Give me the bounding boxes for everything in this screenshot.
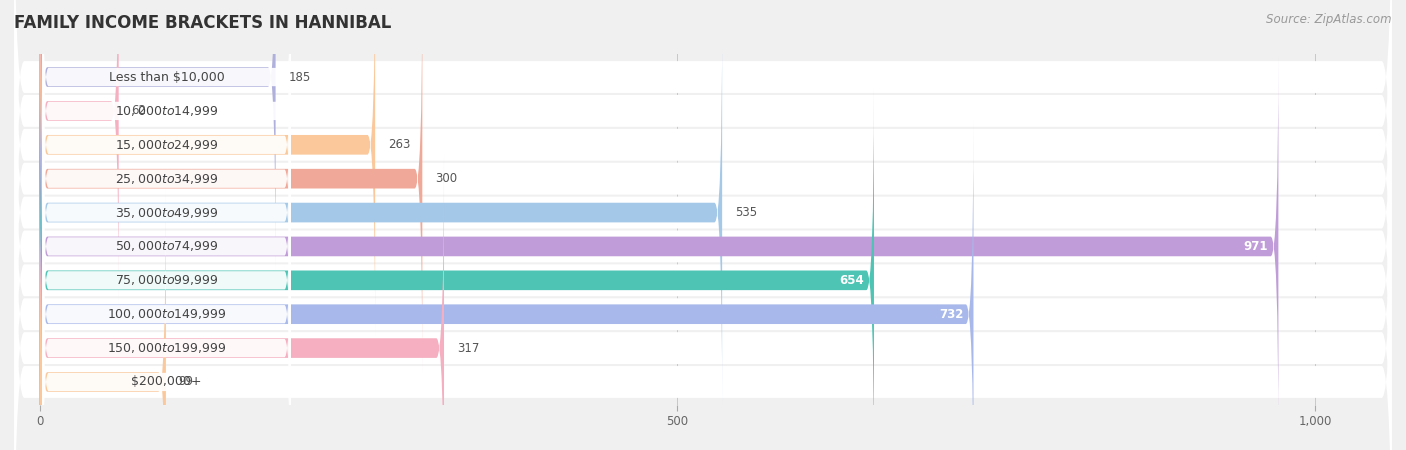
FancyBboxPatch shape xyxy=(42,154,291,450)
Text: 654: 654 xyxy=(839,274,863,287)
FancyBboxPatch shape xyxy=(39,0,422,372)
Text: $10,000 to $14,999: $10,000 to $14,999 xyxy=(115,104,218,118)
FancyBboxPatch shape xyxy=(14,0,1392,400)
Text: $50,000 to $74,999: $50,000 to $74,999 xyxy=(115,239,218,253)
Text: $25,000 to $34,999: $25,000 to $34,999 xyxy=(115,172,218,186)
FancyBboxPatch shape xyxy=(14,0,1392,434)
Text: 185: 185 xyxy=(288,71,311,84)
FancyBboxPatch shape xyxy=(39,19,723,406)
FancyBboxPatch shape xyxy=(14,25,1392,450)
FancyBboxPatch shape xyxy=(14,127,1392,450)
FancyBboxPatch shape xyxy=(42,52,291,373)
FancyBboxPatch shape xyxy=(14,0,1392,450)
Text: Source: ZipAtlas.com: Source: ZipAtlas.com xyxy=(1267,14,1392,27)
Text: $15,000 to $24,999: $15,000 to $24,999 xyxy=(115,138,218,152)
FancyBboxPatch shape xyxy=(42,0,291,237)
Text: $200,000+: $200,000+ xyxy=(131,375,202,388)
FancyBboxPatch shape xyxy=(42,0,291,271)
Text: 535: 535 xyxy=(735,206,756,219)
Text: FAMILY INCOME BRACKETS IN HANNIBAL: FAMILY INCOME BRACKETS IN HANNIBAL xyxy=(14,14,391,32)
FancyBboxPatch shape xyxy=(14,0,1392,332)
FancyBboxPatch shape xyxy=(39,87,875,450)
Text: Less than $10,000: Less than $10,000 xyxy=(108,71,225,84)
Text: $35,000 to $49,999: $35,000 to $49,999 xyxy=(115,206,218,220)
Text: $150,000 to $199,999: $150,000 to $199,999 xyxy=(107,341,226,355)
FancyBboxPatch shape xyxy=(39,0,118,304)
FancyBboxPatch shape xyxy=(14,93,1392,450)
Text: 62: 62 xyxy=(131,104,146,117)
FancyBboxPatch shape xyxy=(14,59,1392,450)
Text: 263: 263 xyxy=(388,138,411,151)
FancyBboxPatch shape xyxy=(42,0,291,305)
Text: 99: 99 xyxy=(179,375,194,388)
Text: $75,000 to $99,999: $75,000 to $99,999 xyxy=(115,273,218,287)
FancyBboxPatch shape xyxy=(39,155,444,450)
FancyBboxPatch shape xyxy=(14,0,1392,450)
FancyBboxPatch shape xyxy=(39,0,375,338)
Text: 732: 732 xyxy=(939,308,963,321)
FancyBboxPatch shape xyxy=(42,222,291,450)
FancyBboxPatch shape xyxy=(42,120,291,441)
FancyBboxPatch shape xyxy=(42,188,291,450)
FancyBboxPatch shape xyxy=(39,0,276,270)
FancyBboxPatch shape xyxy=(39,189,166,450)
FancyBboxPatch shape xyxy=(39,121,973,450)
Text: 317: 317 xyxy=(457,342,479,355)
FancyBboxPatch shape xyxy=(42,18,291,339)
Text: 971: 971 xyxy=(1244,240,1268,253)
FancyBboxPatch shape xyxy=(14,0,1392,366)
Text: $100,000 to $149,999: $100,000 to $149,999 xyxy=(107,307,226,321)
FancyBboxPatch shape xyxy=(39,53,1278,440)
Text: 300: 300 xyxy=(434,172,457,185)
FancyBboxPatch shape xyxy=(42,86,291,407)
